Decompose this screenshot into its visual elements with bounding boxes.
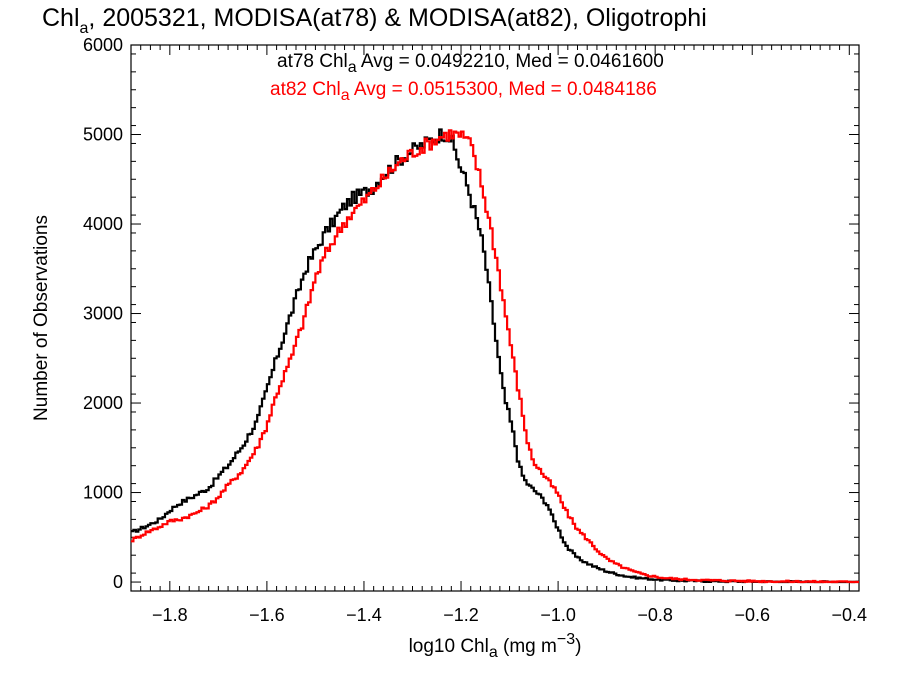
plot-frame [130,44,860,592]
y-tick-label: 3000 [83,304,123,324]
minor-ticks [130,45,860,592]
x-tick-label: −0.8 [637,605,673,625]
x-axis-label: log10 Chla (mg m−3) [409,631,582,661]
chart-title: Chla, 2005321, MODISA(at78) & MODISA(at8… [42,4,707,37]
x-tick-label: −1.0 [540,605,576,625]
x-tick-label: −0.6 [734,605,770,625]
series-at82-line [131,129,859,584]
series-layer [131,128,859,584]
legend-at82: at82 Chla Avg = 0.0515300, Med = 0.04841… [270,79,657,104]
y-tick-label: 5000 [83,125,123,145]
legend-at78: at78 Chla Avg = 0.0492210, Med = 0.04616… [277,51,664,76]
x-tick-label: −0.4 [832,605,868,625]
x-tick-label: −1.6 [249,605,285,625]
x-tick-labels: −1.8 −1.6 −1.4 −1.2 −1.0 −0.8 −0.6 −0.4 [152,605,867,625]
y-tick-label: 6000 [83,35,123,55]
x-tick-label: −1.8 [152,605,188,625]
y-tick-label: 4000 [83,214,123,234]
x-tick-label: −1.2 [443,605,479,625]
y-tick-labels: 0 1000 2000 3000 4000 5000 6000 [83,35,123,592]
y-tick-label: 1000 [83,483,123,503]
y-tick-label: 0 [113,572,123,592]
y-tick-label: 2000 [83,393,123,413]
y-axis-label: Number of Observations [31,215,52,421]
x-tick-label: −1.4 [346,605,382,625]
